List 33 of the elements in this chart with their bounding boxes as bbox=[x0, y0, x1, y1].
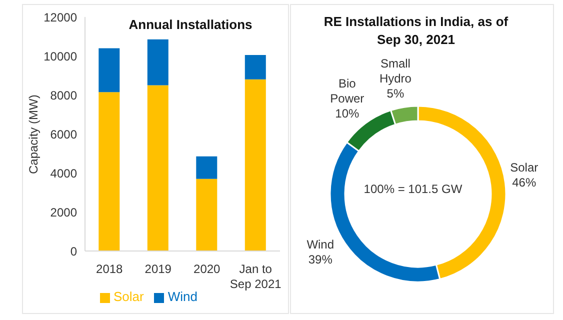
legend-label: Wind bbox=[168, 289, 198, 304]
chart-title: RE Installations in India, as of Sep 30, 2021 bbox=[322, 13, 510, 49]
x-tick-label: Jan to Sep 2021 bbox=[230, 262, 282, 291]
bar bbox=[244, 79, 266, 251]
data-label: 10% bbox=[335, 106, 360, 120]
y-tick-label: 6000 bbox=[50, 127, 78, 142]
y-tick-label: 12000 bbox=[44, 10, 78, 24]
y-tick-label: 4000 bbox=[50, 166, 78, 180]
legend-label: Solar bbox=[114, 289, 144, 304]
slice-label: Bio Power bbox=[330, 76, 364, 106]
x-tick-label: 2018 bbox=[96, 262, 124, 276]
y-tick-label: 2000 bbox=[50, 205, 78, 220]
y-tick-label: 8000 bbox=[50, 88, 78, 102]
y-tick-label: 0 bbox=[70, 244, 78, 258]
bar bbox=[98, 92, 120, 251]
bar bbox=[147, 39, 168, 86]
y-tick-label: 10000 bbox=[44, 49, 78, 64]
bar bbox=[98, 48, 120, 92]
x-tick-label: 2020 bbox=[194, 262, 221, 276]
bar bbox=[244, 55, 266, 80]
data-label: 39% bbox=[308, 252, 333, 266]
text: 100% = 101.5 GW bbox=[364, 182, 463, 196]
x-tick-label: 2019 bbox=[144, 262, 172, 276]
slice-label: Small Hydro bbox=[379, 56, 412, 86]
slice-label: Wind bbox=[306, 237, 334, 252]
bar bbox=[196, 156, 218, 179]
y-axis-title: Capacity (MW) bbox=[26, 94, 40, 174]
data-label: 5% bbox=[386, 86, 404, 100]
chart-title: Annual Installations bbox=[128, 17, 254, 32]
slice-label: Solar bbox=[510, 160, 538, 174]
data-label: 46% bbox=[512, 175, 536, 190]
bar bbox=[147, 85, 168, 251]
bar bbox=[196, 178, 218, 251]
